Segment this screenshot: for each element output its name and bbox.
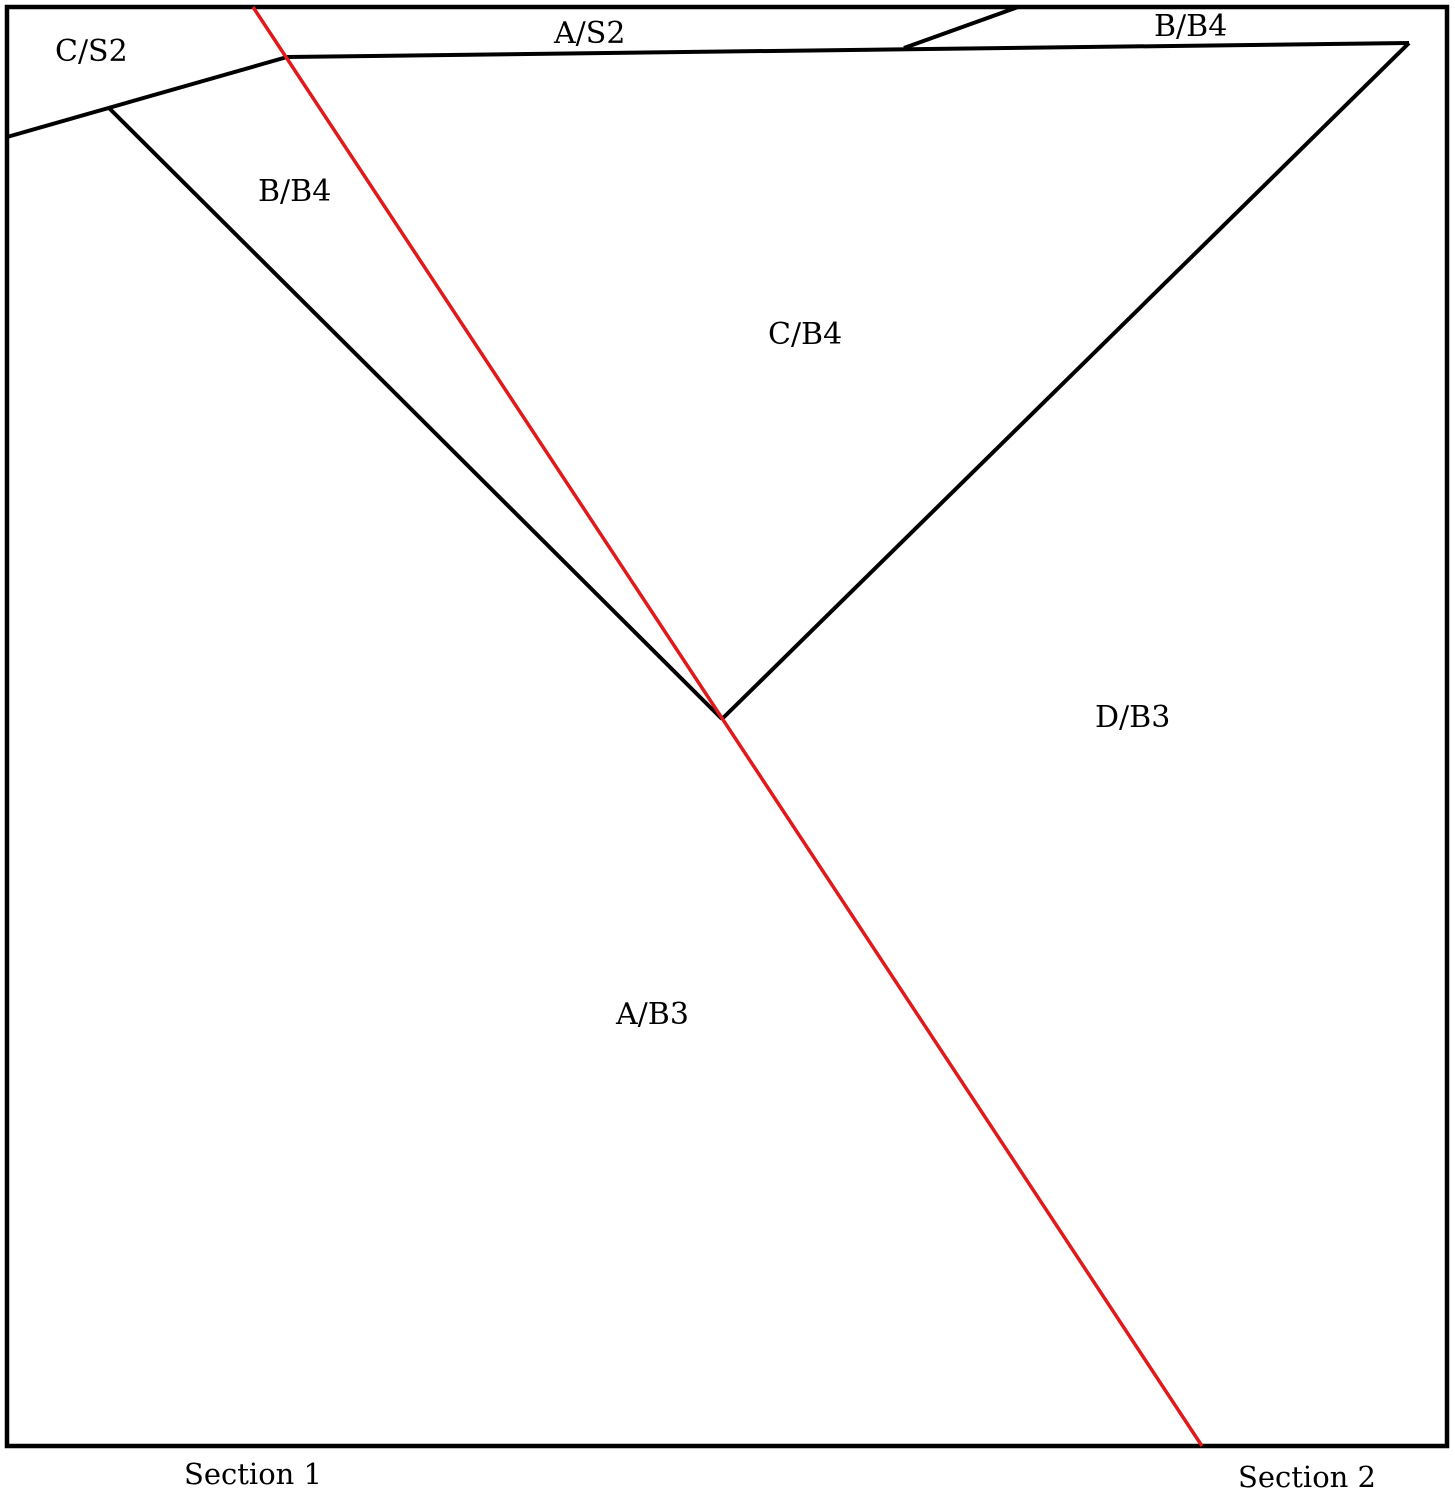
region-label-d-b3: D/B3 bbox=[1095, 700, 1170, 735]
boundary-c-s2-lower bbox=[6, 55, 288, 139]
region-label-c-s2: C/S2 bbox=[55, 34, 128, 69]
region-label-a-s2: A/S2 bbox=[553, 16, 625, 51]
region-label-a-b3: A/B3 bbox=[615, 997, 689, 1032]
section-label-start: Section 1 bbox=[184, 1457, 322, 1491]
region-label-c-b4: C/B4 bbox=[768, 317, 842, 352]
boundary-a-s2-lower bbox=[286, 41, 1410, 59]
boundary-c-b4-right-diagonal bbox=[720, 41, 1411, 721]
boundary-a-s2-b-b4 bbox=[903, 5, 1019, 50]
region-label-b-b4-left: B/B4 bbox=[258, 174, 331, 209]
region-label-b-b4-top: B/B4 bbox=[1154, 9, 1227, 44]
section-label-end: Section 2 bbox=[1238, 1460, 1376, 1494]
map-frame bbox=[4, 4, 1450, 1449]
boundary-b-b4-left-diagonal bbox=[107, 106, 724, 721]
cross-section-line bbox=[251, 6, 1204, 1447]
